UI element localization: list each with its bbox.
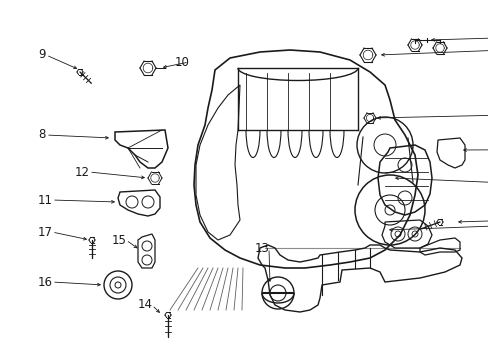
Text: 13: 13 [254,242,269,255]
Text: 10: 10 [175,55,189,68]
Text: 15: 15 [112,234,126,247]
Text: 9: 9 [38,49,45,62]
Text: 8: 8 [38,129,45,141]
Text: 17: 17 [38,225,53,238]
Text: 11: 11 [38,194,53,207]
Text: 16: 16 [38,275,53,288]
Text: 14: 14 [138,298,153,311]
Text: 12: 12 [75,166,90,179]
